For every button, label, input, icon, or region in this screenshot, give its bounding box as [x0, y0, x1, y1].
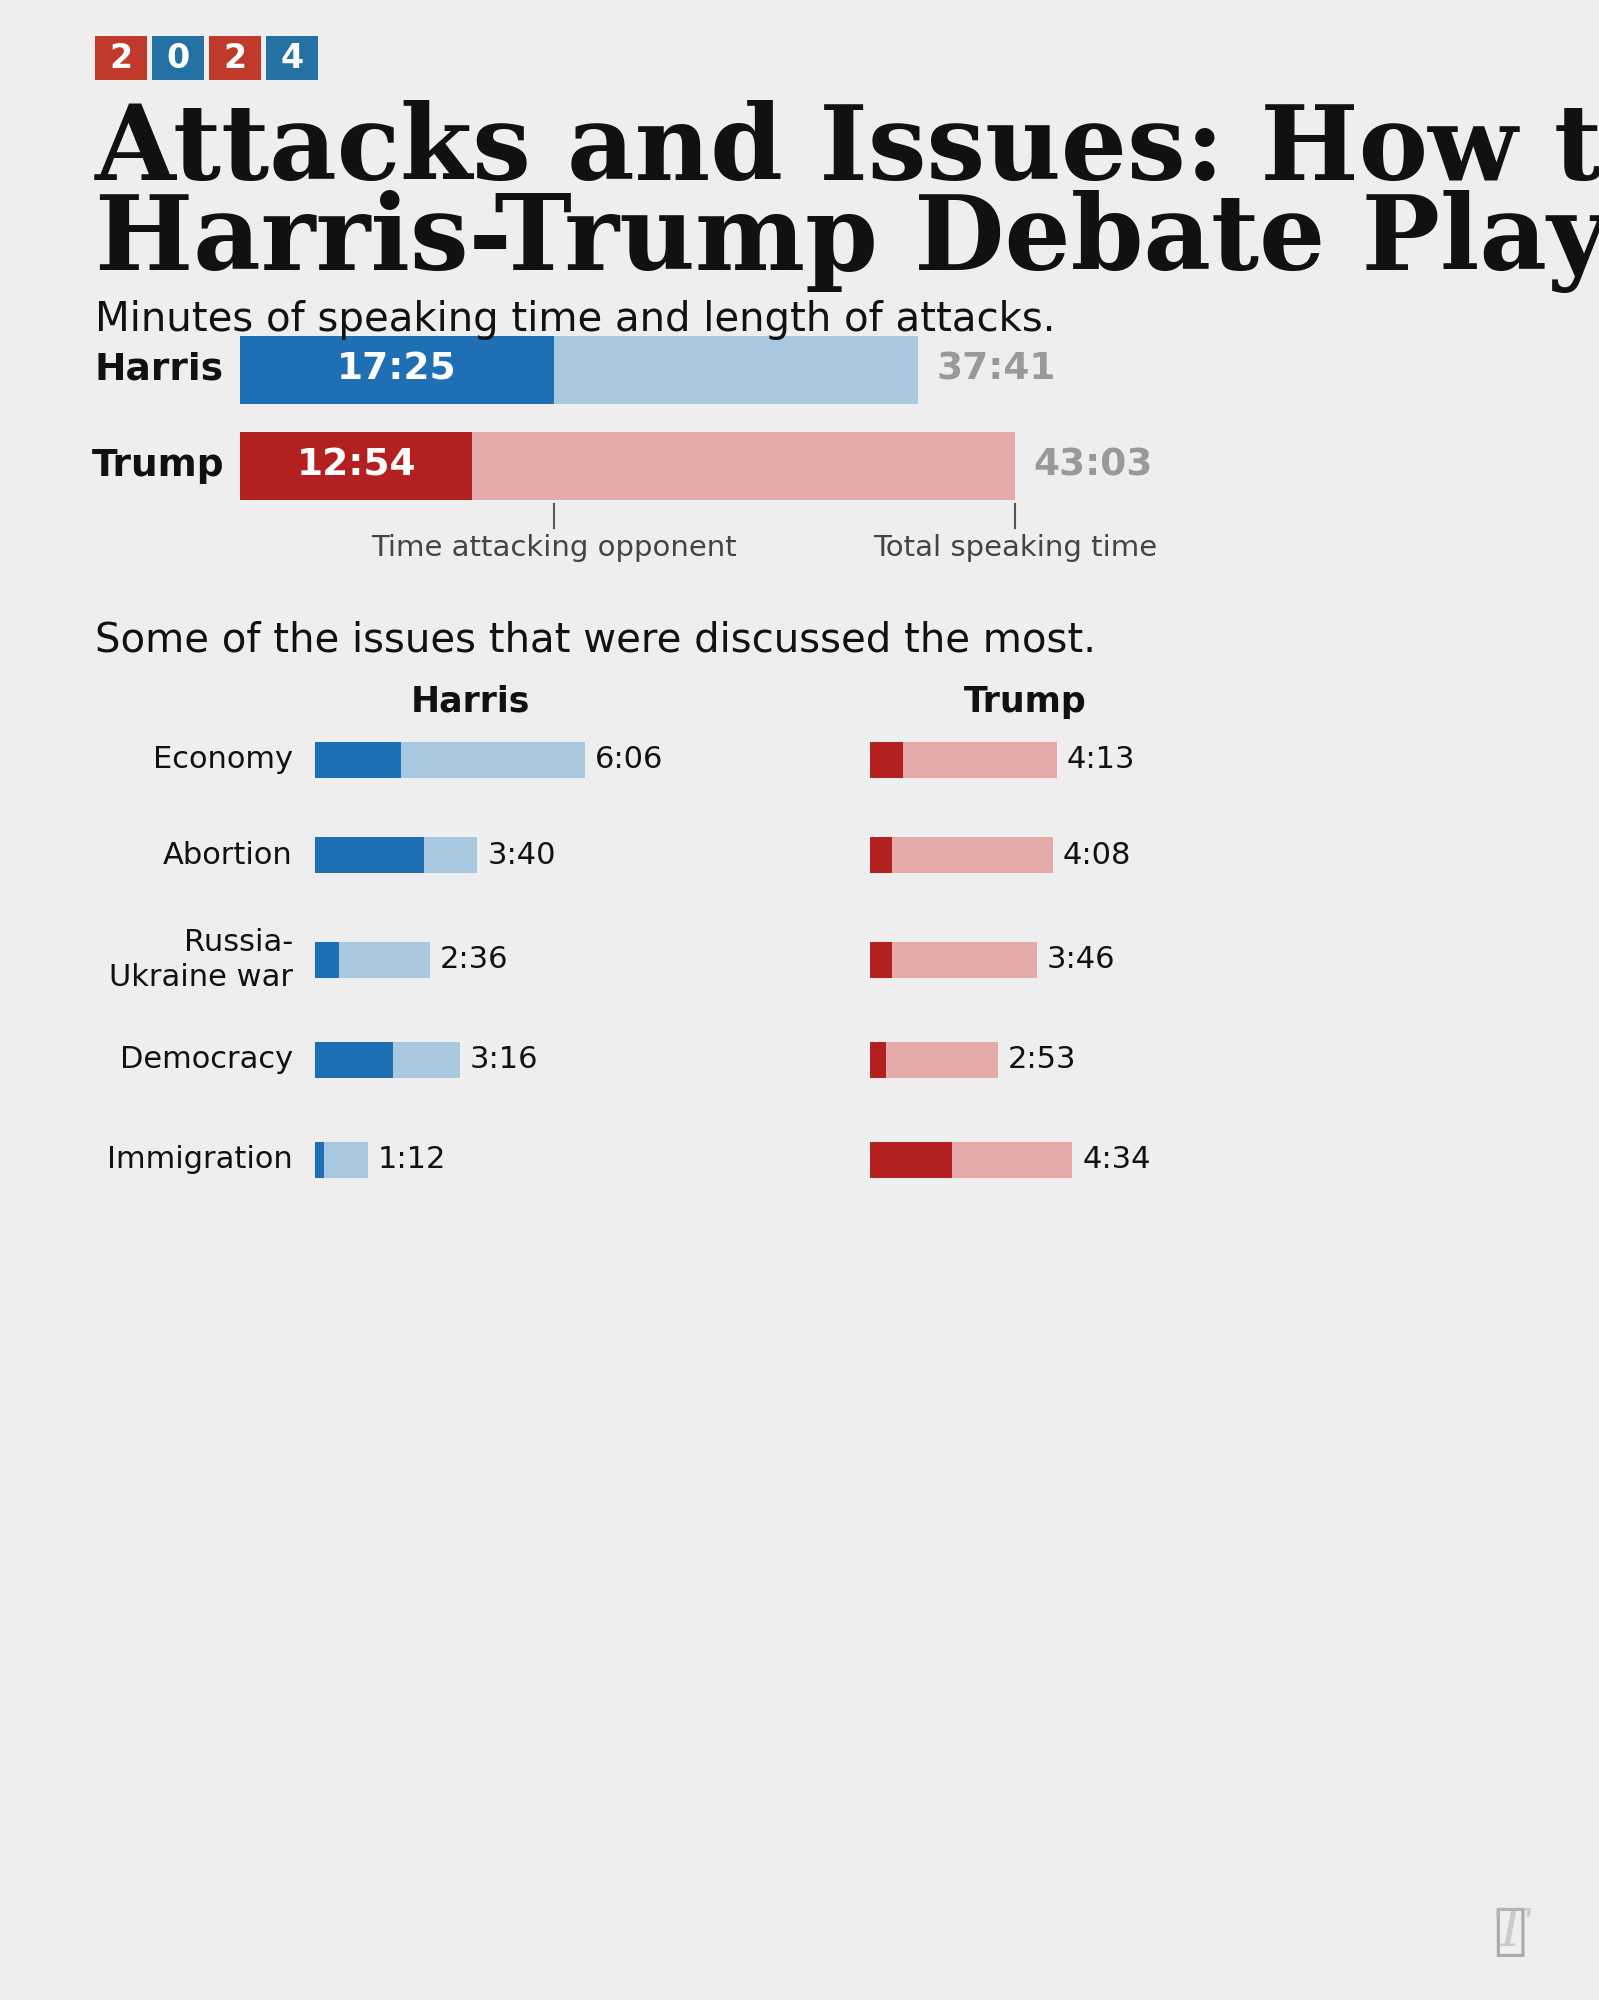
FancyBboxPatch shape [870, 1042, 998, 1078]
Text: 43:03: 43:03 [1033, 448, 1153, 484]
FancyBboxPatch shape [240, 432, 1015, 500]
Text: Russia-
Ukraine war: Russia- Ukraine war [109, 928, 293, 992]
Text: 6:06: 6:06 [595, 746, 664, 774]
FancyBboxPatch shape [315, 1042, 392, 1078]
Text: Total speaking time: Total speaking time [873, 534, 1158, 562]
Text: Attacks and Issues: How the: Attacks and Issues: How the [94, 100, 1599, 202]
FancyBboxPatch shape [94, 36, 147, 80]
FancyBboxPatch shape [315, 942, 430, 978]
Text: 4:13: 4:13 [1067, 746, 1135, 774]
FancyBboxPatch shape [240, 336, 918, 404]
FancyBboxPatch shape [870, 1142, 951, 1178]
Text: Economy: Economy [154, 746, 293, 774]
Text: Some of the issues that were discussed the most.: Some of the issues that were discussed t… [94, 620, 1095, 660]
Text: 3:46: 3:46 [1047, 946, 1116, 974]
Text: Harris: Harris [94, 352, 224, 388]
Text: 4:08: 4:08 [1063, 840, 1132, 870]
FancyBboxPatch shape [315, 1142, 325, 1178]
FancyBboxPatch shape [870, 1042, 886, 1078]
Text: Trump: Trump [964, 684, 1086, 720]
Text: T: T [1492, 1906, 1527, 1958]
FancyBboxPatch shape [265, 36, 318, 80]
Text: Time attacking opponent: Time attacking opponent [371, 534, 737, 562]
Text: 0: 0 [166, 42, 190, 74]
Text: Harris: Harris [411, 684, 529, 720]
Text: Immigration: Immigration [107, 1146, 293, 1174]
Text: Democracy: Democracy [120, 1046, 293, 1074]
Text: 2: 2 [109, 42, 133, 74]
Text: 37:41: 37:41 [937, 352, 1055, 388]
Text: 4:34: 4:34 [1083, 1146, 1151, 1174]
FancyBboxPatch shape [315, 836, 478, 872]
Text: 𐌈: 𐌈 [1493, 1904, 1527, 1960]
FancyBboxPatch shape [870, 942, 892, 978]
FancyBboxPatch shape [315, 742, 401, 778]
FancyBboxPatch shape [209, 36, 261, 80]
Text: 1:12: 1:12 [377, 1146, 446, 1174]
FancyBboxPatch shape [870, 942, 1036, 978]
FancyBboxPatch shape [315, 942, 339, 978]
FancyBboxPatch shape [315, 742, 585, 778]
FancyBboxPatch shape [315, 1142, 368, 1178]
Text: 3:16: 3:16 [470, 1046, 539, 1074]
Text: Trump: Trump [91, 448, 224, 484]
Text: Minutes of speaking time and length of attacks.: Minutes of speaking time and length of a… [94, 300, 1055, 340]
FancyBboxPatch shape [870, 836, 892, 872]
FancyBboxPatch shape [315, 1042, 459, 1078]
Text: 17:25: 17:25 [337, 352, 457, 388]
Text: 12:54: 12:54 [296, 448, 416, 484]
Text: Harris-Trump Debate Played Out: Harris-Trump Debate Played Out [94, 190, 1599, 292]
Text: 2:53: 2:53 [1007, 1046, 1076, 1074]
Text: 2: 2 [224, 42, 246, 74]
FancyBboxPatch shape [870, 742, 903, 778]
FancyBboxPatch shape [870, 836, 1054, 872]
FancyBboxPatch shape [152, 36, 205, 80]
FancyBboxPatch shape [315, 836, 424, 872]
FancyBboxPatch shape [870, 742, 1057, 778]
Text: 3:40: 3:40 [488, 840, 556, 870]
Text: Abortion: Abortion [163, 840, 293, 870]
FancyBboxPatch shape [240, 336, 553, 404]
Text: 4: 4 [280, 42, 304, 74]
FancyBboxPatch shape [870, 1142, 1073, 1178]
FancyBboxPatch shape [240, 432, 472, 500]
Text: 2:36: 2:36 [440, 946, 508, 974]
